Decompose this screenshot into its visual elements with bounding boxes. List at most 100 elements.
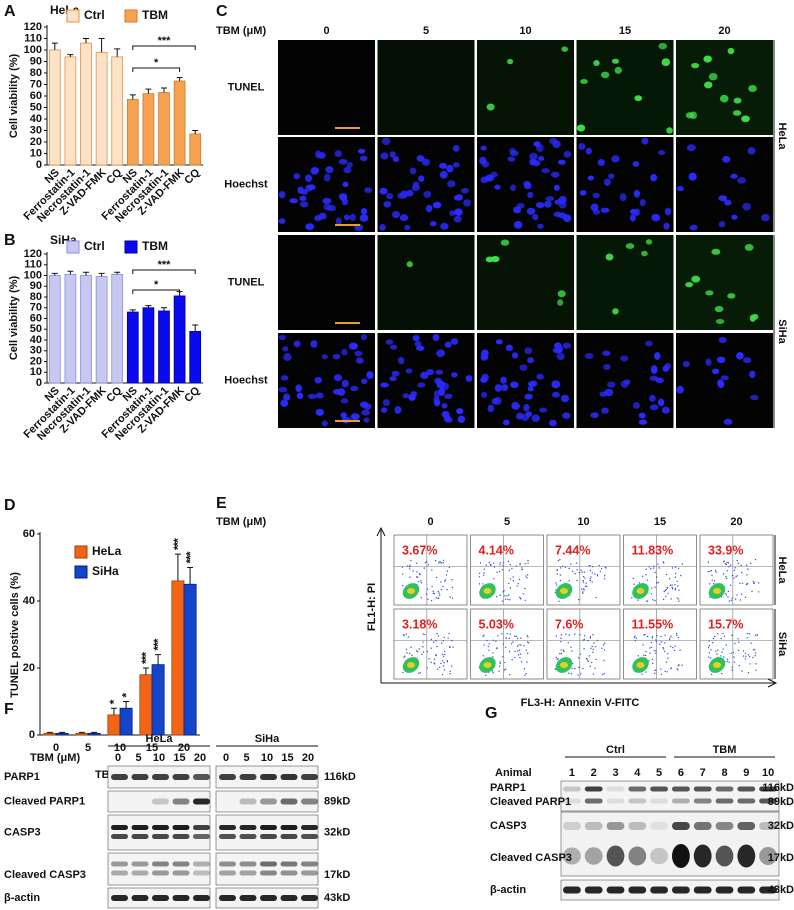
hoechst-nucleus — [363, 403, 372, 411]
event — [646, 600, 649, 602]
event — [708, 656, 710, 658]
event — [430, 661, 432, 664]
event — [748, 633, 751, 635]
hoechst-nucleus — [411, 184, 420, 192]
event — [559, 579, 562, 582]
micrograph — [377, 40, 475, 135]
hoechst-nucleus — [341, 379, 349, 388]
hoechst-nucleus — [544, 200, 552, 208]
animal: 2 — [591, 767, 597, 779]
event — [436, 668, 439, 671]
panel-label: B — [4, 232, 16, 249]
event — [420, 597, 423, 599]
tunel-nucleus — [732, 110, 742, 116]
hoechst-nucleus — [333, 374, 343, 382]
size-label: 43kD — [324, 892, 350, 904]
hoechst-nucleus — [436, 349, 446, 358]
event — [754, 655, 757, 657]
event — [589, 665, 591, 668]
percentage: 3.67% — [402, 543, 437, 557]
event — [717, 633, 719, 635]
event — [737, 562, 740, 565]
event — [734, 598, 737, 600]
event — [674, 584, 676, 586]
x-tick-label: 20 — [178, 742, 190, 754]
event — [517, 582, 519, 585]
event — [406, 565, 409, 567]
hoechst-nucleus — [620, 355, 629, 362]
event — [405, 633, 407, 636]
event — [723, 561, 725, 563]
event — [750, 642, 752, 644]
event — [742, 650, 745, 652]
hoechst-nucleus — [487, 404, 494, 413]
error-bar — [161, 87, 167, 93]
band — [759, 822, 777, 830]
event — [422, 633, 425, 635]
hoechst-nucleus — [555, 345, 563, 354]
image-bg — [477, 40, 574, 135]
event — [446, 588, 448, 591]
blot-frame — [560, 780, 780, 812]
band — [280, 798, 298, 805]
event — [483, 572, 485, 574]
event — [741, 582, 744, 584]
event — [518, 649, 521, 651]
event — [409, 564, 411, 567]
flow-plot — [470, 608, 544, 680]
tunel-nucleus — [500, 239, 510, 246]
event — [603, 672, 605, 675]
band — [301, 825, 318, 830]
flow-plot — [393, 534, 468, 606]
panel-label: F — [4, 701, 14, 718]
group-label: HeLa — [146, 733, 174, 745]
event — [708, 652, 711, 654]
event — [646, 579, 649, 581]
band — [737, 844, 756, 868]
event — [427, 564, 430, 566]
event — [750, 562, 752, 565]
event — [559, 558, 561, 561]
event — [428, 658, 430, 660]
event — [559, 567, 562, 569]
hoechst-nucleus — [451, 372, 458, 378]
event — [651, 587, 653, 589]
band — [672, 822, 690, 830]
error-bar — [161, 307, 167, 311]
event — [418, 648, 420, 650]
hoechst-nucleus — [423, 190, 432, 198]
event — [560, 641, 562, 643]
event — [670, 667, 672, 669]
legend-swatch — [124, 240, 138, 254]
dose-label: TBM (μM) — [216, 516, 266, 528]
event — [576, 579, 578, 582]
band — [584, 822, 603, 830]
event — [410, 560, 412, 562]
bar — [151, 664, 165, 736]
event — [660, 673, 663, 676]
bar — [139, 674, 153, 736]
event — [509, 599, 511, 601]
hoechst-nucleus — [529, 152, 538, 160]
hoechst-nucleus — [389, 151, 396, 158]
band — [650, 786, 668, 792]
image-bg — [278, 235, 375, 330]
hoechst-nucleus — [278, 334, 286, 341]
hoechst-nucleus — [350, 385, 359, 392]
event — [440, 642, 443, 644]
event — [402, 573, 404, 575]
event — [591, 572, 594, 574]
tunel-nucleus — [703, 81, 713, 89]
event — [492, 672, 494, 674]
event — [527, 636, 529, 638]
event — [423, 567, 425, 569]
error-bar — [67, 54, 74, 57]
event — [574, 668, 576, 670]
event — [663, 590, 665, 593]
micrograph — [278, 40, 375, 135]
event — [485, 564, 488, 566]
hoechst-nucleus — [551, 391, 560, 398]
event — [672, 646, 674, 649]
hoechst-nucleus — [297, 186, 304, 194]
error-bar — [110, 707, 117, 715]
